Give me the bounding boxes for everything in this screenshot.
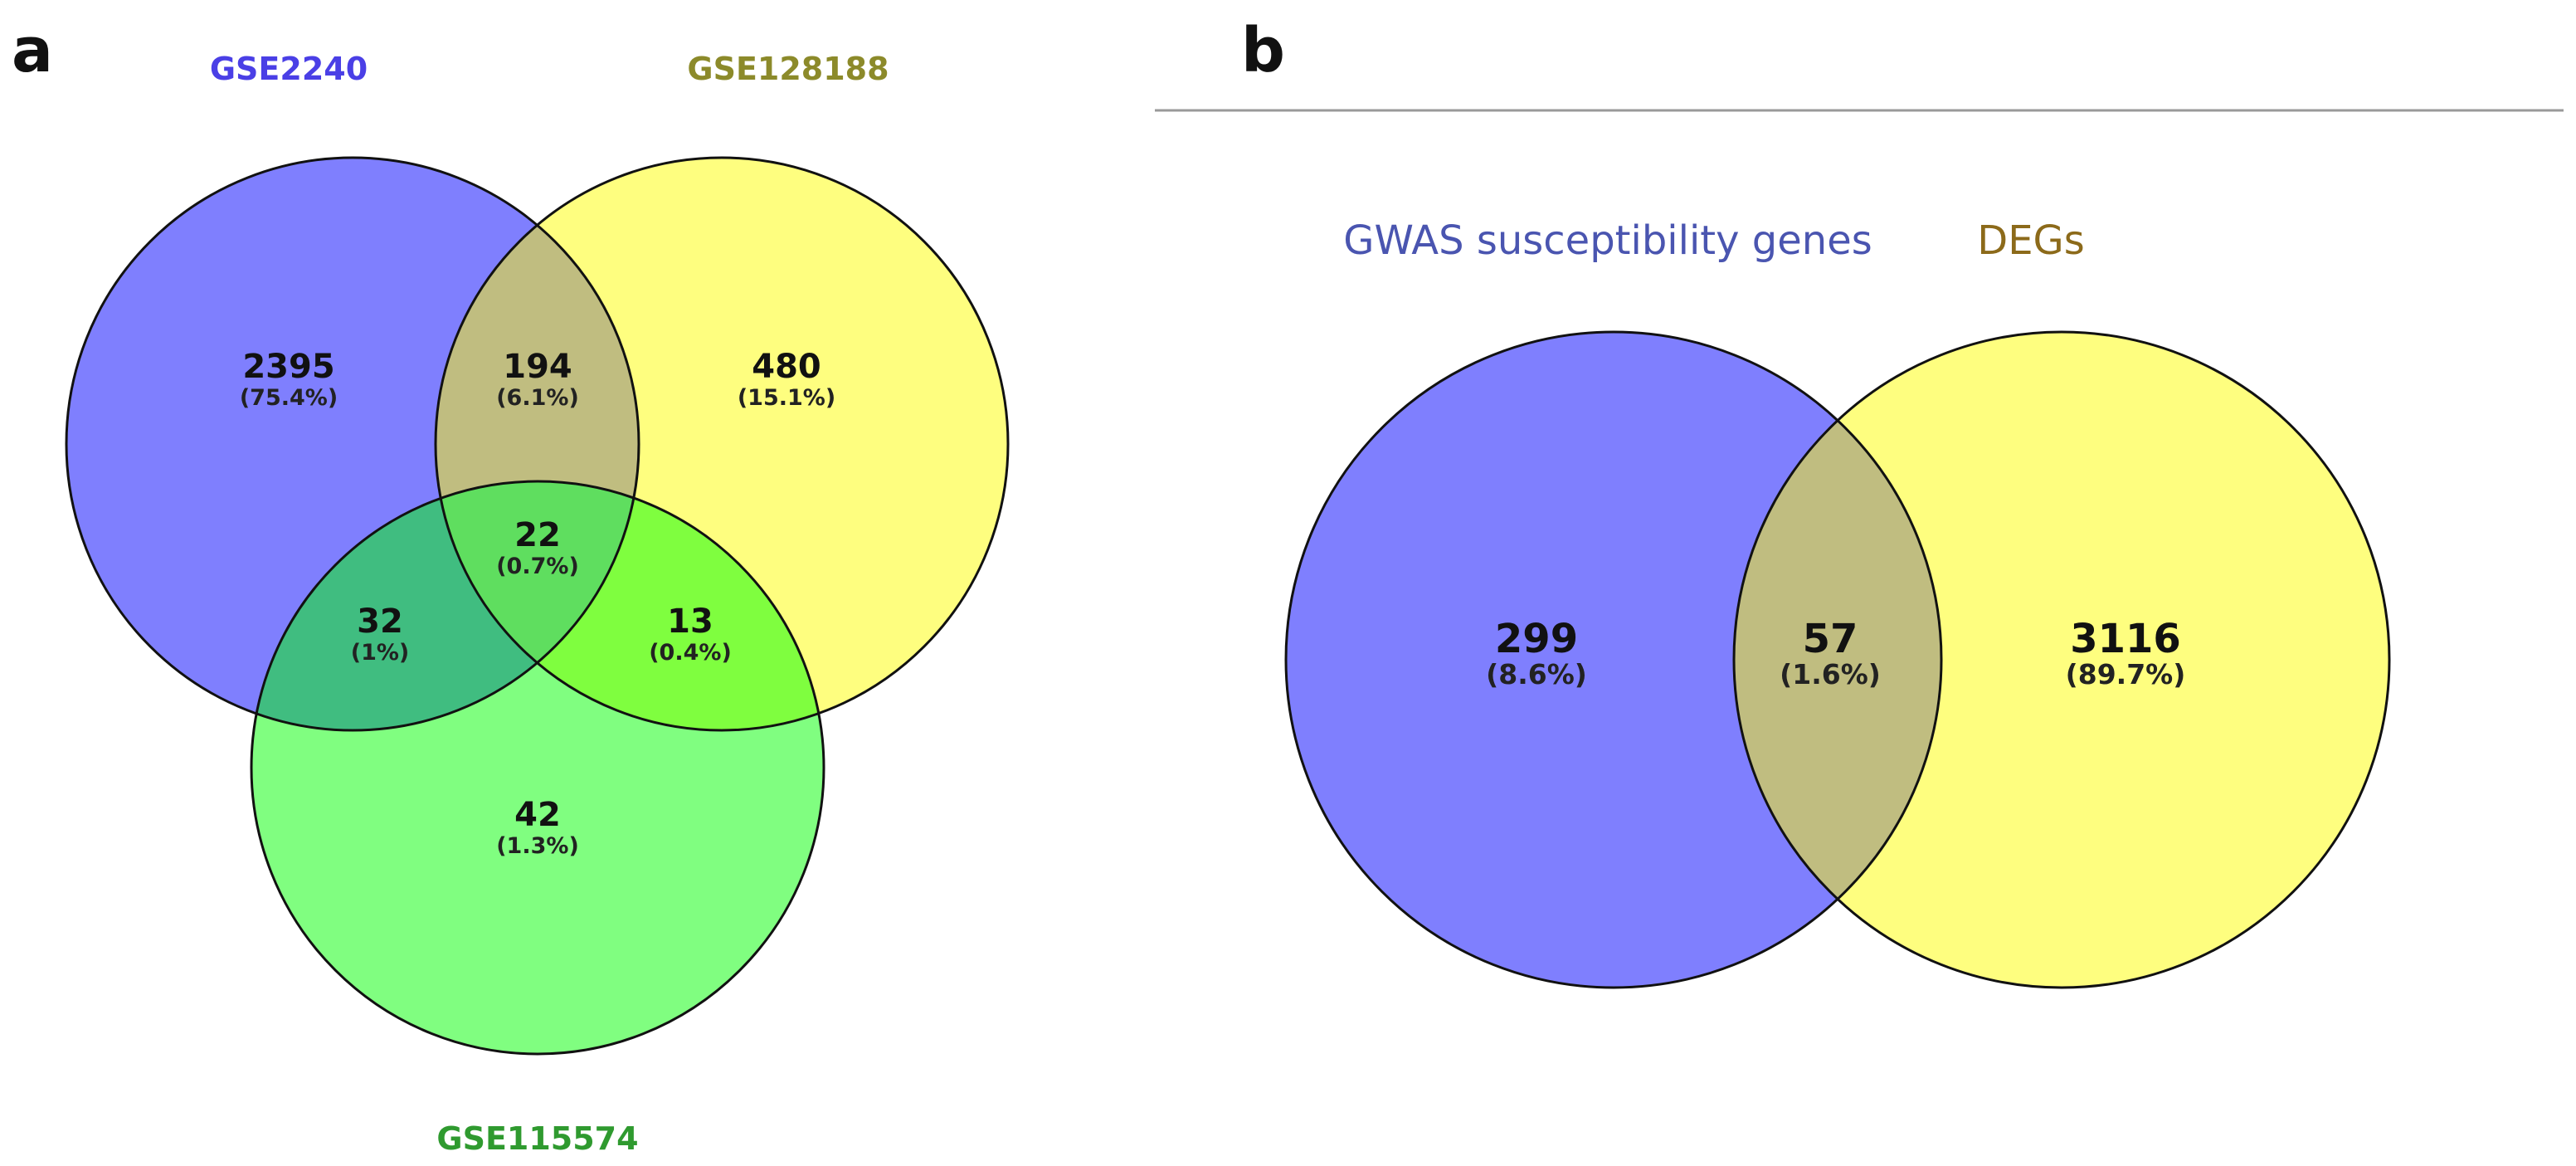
count-gse2240-gse115574: 32 <box>357 603 403 641</box>
panel-a: a GSE2240 GSE128188 GSE115574 2395 <box>12 15 1010 1157</box>
count-gwas-only: 299 <box>1495 616 1578 662</box>
set-label-degs: DEGs <box>1977 217 2085 264</box>
set-label-gse2240: GSE2240 <box>210 51 368 87</box>
pct-gwas-only: (8.6%) <box>1486 658 1587 690</box>
pct-gse2240-gse128188: (6.1%) <box>496 385 579 411</box>
set-label-gse128188: GSE128188 <box>687 51 889 87</box>
count-gse2240-only: 2395 <box>242 348 334 386</box>
pct-gse115574-only: (1.3%) <box>496 833 579 859</box>
pct-degs-only: (89.7%) <box>2066 658 2186 690</box>
outline-gse115574 <box>250 480 825 1056</box>
overlap-b-c <box>436 481 824 730</box>
outline-degs <box>1732 330 2391 989</box>
count-gse128188-gse115574: 13 <box>667 603 713 641</box>
count-gse2240-gse128188: 194 <box>503 348 572 386</box>
set-label-gwas-genes: GWAS susceptibility genes <box>1343 217 1872 264</box>
pct-gse2240-only: (75.4%) <box>240 385 338 411</box>
overlap-a-c <box>251 481 639 730</box>
pct-all-three: (0.7%) <box>496 554 579 579</box>
pct-gse128188-only: (15.1%) <box>738 385 835 411</box>
outline-gse128188 <box>434 156 1010 732</box>
count-gse115574-only: 42 <box>514 796 561 834</box>
pct-gse2240-gse115574: (1%) <box>351 640 410 666</box>
count-degs-only: 3116 <box>2070 616 2181 662</box>
count-gse128188-only: 480 <box>752 348 821 386</box>
pct-gwas-degs: (1.6%) <box>1780 658 1881 690</box>
pct-gse128188-gse115574: (0.4%) <box>649 640 732 666</box>
count-all-three: 22 <box>514 516 561 554</box>
panel-a-letter: a <box>12 15 53 86</box>
set-label-gse115574: GSE115574 <box>436 1120 638 1157</box>
outline-gse2240 <box>65 156 640 732</box>
panel-b: b GWAS susceptibility genes DEGs 299 (8.… <box>1155 15 2564 989</box>
count-gwas-degs: 57 <box>1803 616 1858 662</box>
outline-gwas-genes <box>1284 330 1943 989</box>
panel-b-letter: b <box>1241 15 1285 86</box>
